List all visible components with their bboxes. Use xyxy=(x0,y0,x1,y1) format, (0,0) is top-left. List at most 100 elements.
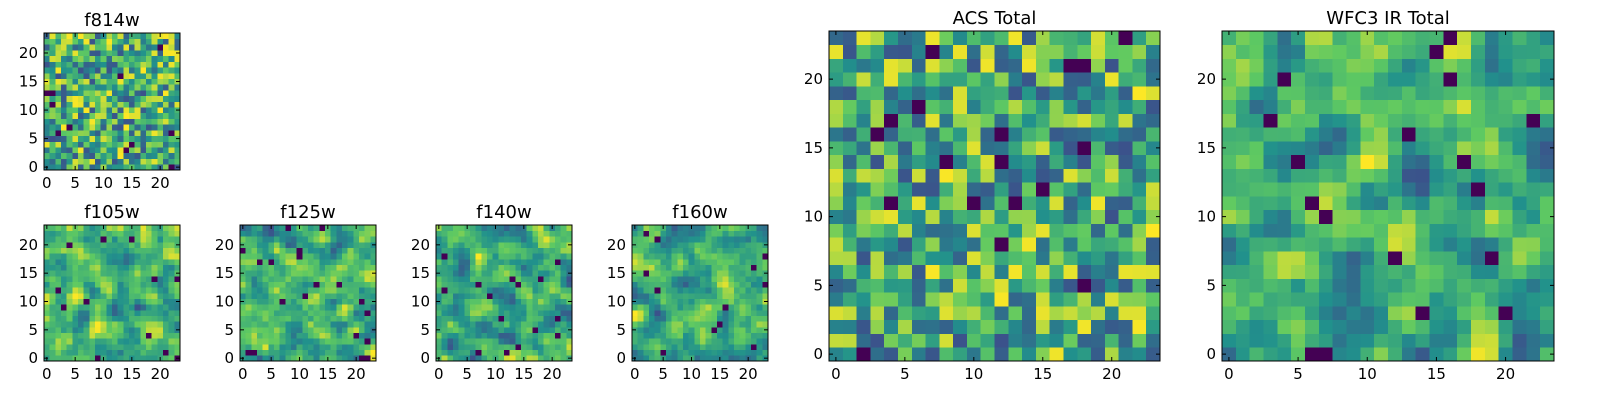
heatmap-cell xyxy=(55,67,62,74)
heatmap-cell xyxy=(1132,319,1147,334)
heatmap-cell xyxy=(1277,44,1292,59)
heatmap-cell xyxy=(1277,72,1292,87)
heatmap-cell xyxy=(842,113,857,128)
heatmap-cell xyxy=(123,152,130,159)
heatmap-cell xyxy=(112,84,118,91)
heatmap-cell xyxy=(1249,347,1264,362)
heatmap-cell xyxy=(1091,141,1106,156)
heatmap-cell xyxy=(319,332,326,339)
heatmap-cell xyxy=(509,293,516,299)
heatmap-cell xyxy=(504,355,510,362)
heatmap-cell xyxy=(856,347,871,362)
heatmap-cell xyxy=(722,327,729,333)
heatmap-cell xyxy=(134,78,141,85)
heatmap-cell xyxy=(1360,113,1375,128)
heatmap-cell xyxy=(95,230,101,237)
heatmap-cell xyxy=(364,321,371,328)
heatmap-cell xyxy=(1471,264,1486,279)
heatmap-cell xyxy=(117,276,124,282)
heatmap-cell xyxy=(884,264,899,279)
heatmap-cell xyxy=(566,293,573,299)
heatmap-cell xyxy=(532,298,539,305)
heatmap-cell xyxy=(140,130,147,137)
heatmap-cell xyxy=(353,304,360,311)
heatmap-cell xyxy=(549,344,556,350)
heatmap-cell xyxy=(453,310,459,316)
heatmap-cell xyxy=(134,242,141,248)
heatmap-cell xyxy=(1263,86,1278,101)
heatmap-cell xyxy=(884,237,899,252)
heatmap-cell xyxy=(89,107,96,114)
heatmap-cell xyxy=(1277,141,1292,156)
heatmap-cell xyxy=(1063,127,1078,142)
heatmap-cell xyxy=(112,247,118,254)
heatmap-cell xyxy=(1471,182,1486,197)
heatmap-cell xyxy=(1022,319,1037,334)
heatmap-cell xyxy=(146,287,152,294)
heatmap-cell xyxy=(83,152,90,159)
heatmap-cell xyxy=(78,118,84,125)
heatmap-cell xyxy=(78,107,84,114)
heatmap-cell xyxy=(1077,31,1092,46)
heatmap-cell xyxy=(117,130,124,137)
heatmap-cell xyxy=(492,236,499,243)
x-tick-label: 5 xyxy=(266,365,276,383)
heatmap-cell xyxy=(347,247,354,254)
heatmap-cell xyxy=(302,242,309,248)
heatmap-cell xyxy=(1091,278,1106,293)
heatmap-cell xyxy=(129,61,135,68)
heatmap-cell xyxy=(325,281,331,288)
heatmap-cell xyxy=(643,321,650,328)
heatmap-cell xyxy=(157,95,164,102)
heatmap-cell xyxy=(1484,223,1499,238)
heatmap-cell xyxy=(129,287,135,294)
heatmap-cell xyxy=(112,147,118,154)
heatmap-cell xyxy=(61,135,67,142)
heatmap-cell xyxy=(1132,264,1147,279)
heatmap-cell xyxy=(1415,182,1430,197)
heatmap-cell xyxy=(688,304,695,311)
heatmap-cell xyxy=(1063,264,1078,279)
heatmap-cell xyxy=(966,127,982,142)
heatmap-cell xyxy=(1401,86,1416,101)
heatmap-cell xyxy=(688,281,695,288)
heatmap-cell xyxy=(1443,209,1458,224)
heatmap-cell xyxy=(643,327,650,333)
heatmap-cell xyxy=(123,242,130,248)
heatmap-cell xyxy=(1146,72,1161,87)
heatmap-cell xyxy=(157,141,164,148)
heatmap-cell xyxy=(728,349,735,356)
heatmap-cell xyxy=(1118,44,1133,59)
heatmap-cell xyxy=(1291,306,1306,321)
heatmap-cell xyxy=(751,349,757,356)
heatmap-cell xyxy=(980,278,995,293)
heatmap-cell xyxy=(1008,196,1023,211)
heatmap-cell xyxy=(751,247,757,254)
heatmap-cell xyxy=(1008,99,1023,114)
heatmap-cell xyxy=(700,253,706,260)
heatmap-cell xyxy=(637,253,644,260)
heatmap-cell xyxy=(257,293,263,299)
heatmap-cell xyxy=(447,225,454,231)
heatmap-cell xyxy=(870,58,885,73)
y-tick-label: 10 xyxy=(1197,208,1216,226)
heatmap-cell xyxy=(683,298,689,305)
heatmap-cell xyxy=(649,264,655,271)
heatmap-cell xyxy=(549,304,556,311)
heatmap-cell xyxy=(515,355,522,362)
heatmap-cell xyxy=(1346,278,1361,293)
heatmap-cell xyxy=(521,264,527,271)
heatmap-cell xyxy=(240,349,246,356)
heatmap-cell xyxy=(487,253,493,260)
heatmap-cell xyxy=(49,112,56,119)
heatmap-cell xyxy=(1222,31,1237,46)
heatmap-cell xyxy=(66,253,73,260)
heatmap-cell xyxy=(112,44,118,51)
heatmap-cell xyxy=(481,281,488,288)
heatmap-cell xyxy=(745,253,752,260)
heatmap-cell xyxy=(1146,168,1161,183)
heatmap-cell xyxy=(1401,58,1416,73)
heatmap-cell xyxy=(842,237,857,252)
heatmap-cell xyxy=(666,338,672,345)
heatmap-cell xyxy=(174,158,181,165)
